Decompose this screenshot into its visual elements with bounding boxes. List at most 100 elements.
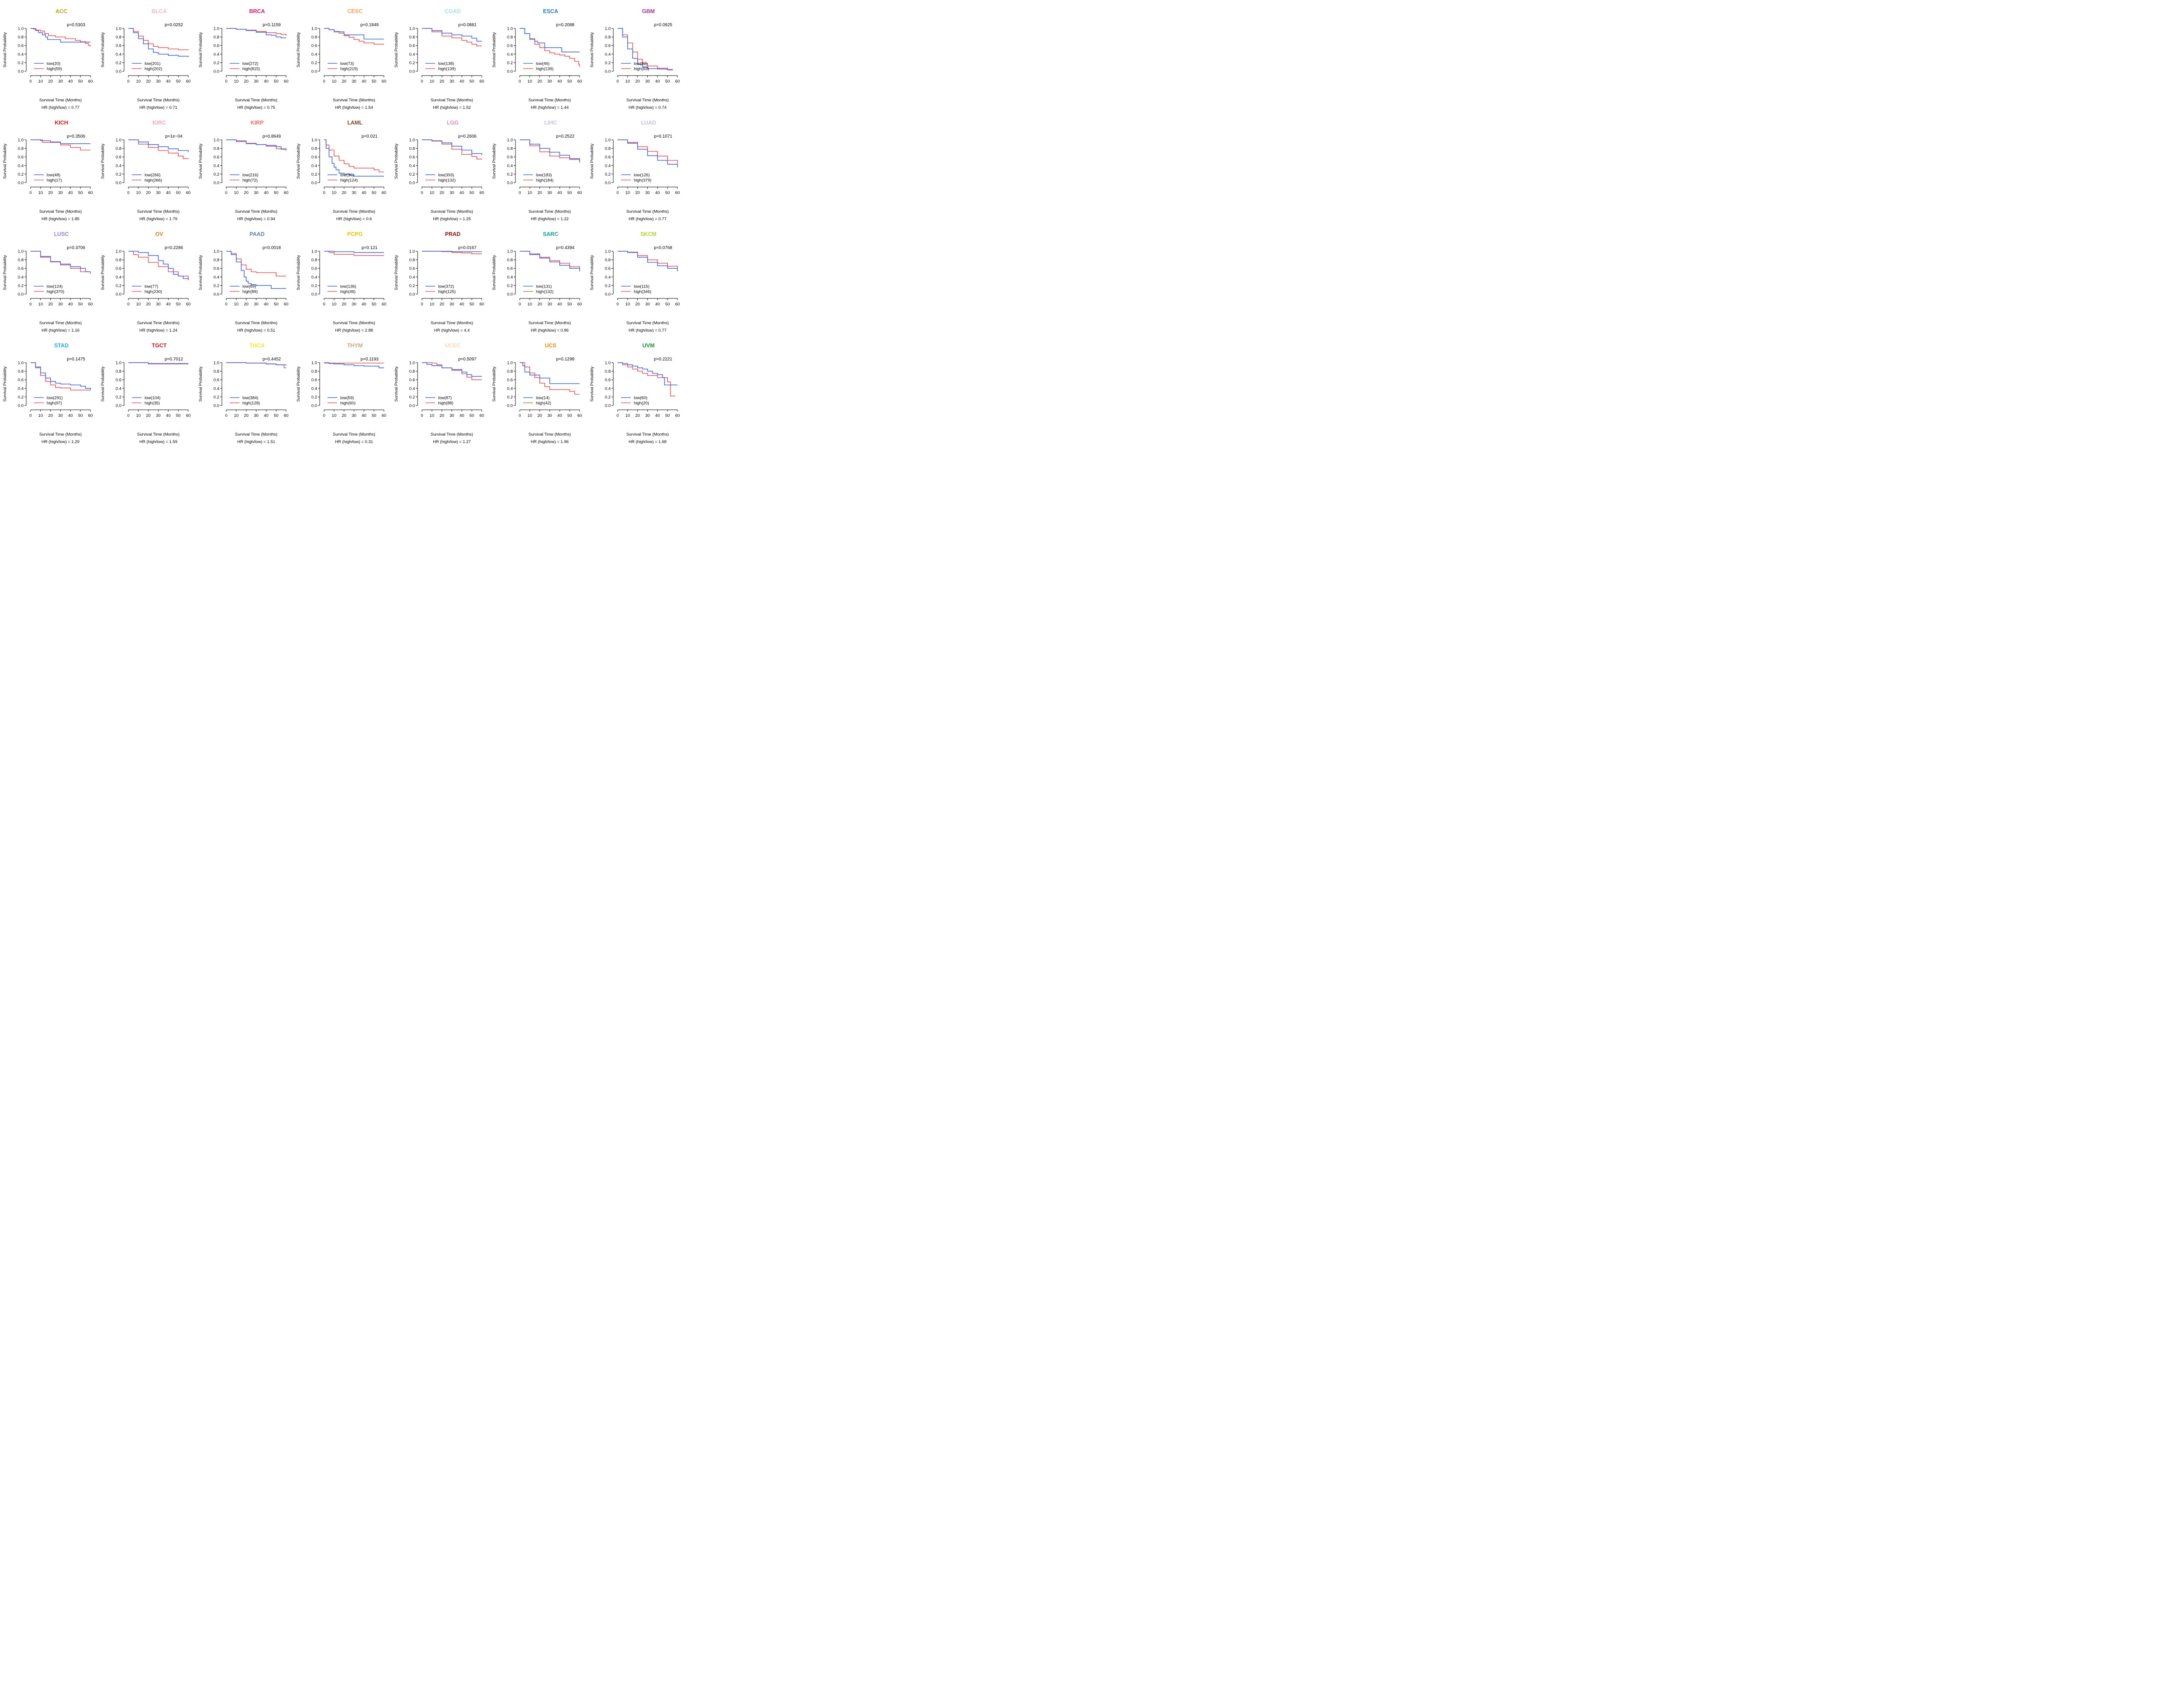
y-tick-label: 0.8 xyxy=(507,35,513,40)
x-tick-label: 20 xyxy=(537,190,542,195)
x-tick-label: 50 xyxy=(567,79,572,84)
x-axis-label: Survival Time (Months) xyxy=(235,432,277,437)
x-tick-label: 60 xyxy=(577,302,582,307)
x-tick-label: 10 xyxy=(332,190,337,195)
p-value-label: p=0.021 xyxy=(362,134,378,139)
km-panel-luad: LUAD p=0.1071 0.0 0.2 0.4 0.6 0.8 1.0 0 10 20 30 40 5… xyxy=(590,120,680,222)
x-tick-label: 50 xyxy=(470,79,474,84)
y-tick-label: 0.6 xyxy=(311,44,317,48)
panel-title: LAML xyxy=(347,120,363,126)
y-tick-label: 0.6 xyxy=(116,44,121,48)
y-tick-label: 0.2 xyxy=(507,172,513,177)
km-panel-thca: THCA p=0.4452 0.0 0.2 0.4 0.6 0.8 1.0 0 10 20 30 40 5… xyxy=(198,343,288,444)
x-tick-label: 40 xyxy=(264,302,269,307)
x-tick-label: 50 xyxy=(567,302,572,307)
y-tick-label: 0.8 xyxy=(116,369,121,374)
y-tick-label: 0.0 xyxy=(605,292,611,297)
y-tick-label: 0.8 xyxy=(214,369,219,374)
y-tick-label: 0.2 xyxy=(605,284,611,288)
x-axis-label: Survival Time (Months) xyxy=(39,209,82,214)
survival-curve-low xyxy=(31,139,90,144)
x-tick-label: 60 xyxy=(577,190,582,195)
y-tick-label: 1.0 xyxy=(311,249,317,254)
km-panel-sarc: SARC p=0.4394 0.0 0.2 0.4 0.6 0.8 1.0 0 10 20 30 40 5… xyxy=(492,231,582,333)
x-tick-label: 10 xyxy=(528,302,532,307)
x-tick-label: 40 xyxy=(655,413,660,418)
x-tick-label: 0 xyxy=(29,79,31,84)
y-tick-label: 0.0 xyxy=(214,181,219,186)
y-tick-label: 0.4 xyxy=(311,275,317,280)
y-tick-label: 0.0 xyxy=(116,404,121,409)
y-tick-label: 0.4 xyxy=(18,52,24,57)
y-tick-label: 0.4 xyxy=(605,275,611,280)
panel-title: PAAD xyxy=(249,231,265,237)
x-tick-label: 10 xyxy=(38,190,43,195)
x-tick-label: 60 xyxy=(186,302,191,307)
legend-label-low: low(216) xyxy=(242,173,258,178)
x-tick-label: 0 xyxy=(421,79,423,84)
y-tick-label: 1.0 xyxy=(18,361,24,366)
y-tick-label: 0.6 xyxy=(507,44,513,48)
survival-curve-low xyxy=(422,28,482,42)
km-panel-uvm: UVM p=0.2221 0.0 0.2 0.4 0.6 0.8 1.0 0 10 20 30 40 50… xyxy=(590,343,680,444)
y-tick-label: 0.2 xyxy=(214,284,219,288)
km-panel-prad: PRAD p=0.0167 0.0 0.2 0.4 0.6 0.8 1.0 0 10 20 30 40 5… xyxy=(394,231,484,333)
x-tick-label: 30 xyxy=(352,413,356,418)
y-tick-label: 0.4 xyxy=(507,275,513,280)
km-panel-laml: LAML p=0.021 0.0 0.2 0.4 0.6 0.8 1.0 0 10 20 30 40 50… xyxy=(296,120,386,222)
x-tick-label: 30 xyxy=(58,79,63,84)
x-tick-label: 40 xyxy=(460,302,464,307)
y-axis-label: Survival Probability xyxy=(394,143,399,179)
y-tick-label: 1.0 xyxy=(409,27,415,31)
x-tick-label: 10 xyxy=(234,413,239,418)
x-tick-label: 40 xyxy=(166,79,171,84)
x-tick-label: 40 xyxy=(460,413,464,418)
p-value-label: p=0.1193 xyxy=(360,357,379,362)
x-axis-label: Survival Time (Months) xyxy=(333,432,375,437)
legend-label-low: low(77) xyxy=(145,284,158,289)
x-tick-label: 10 xyxy=(234,302,239,307)
y-tick-label: 0.8 xyxy=(18,35,24,40)
x-tick-label: 30 xyxy=(352,79,356,84)
x-tick-label: 50 xyxy=(372,79,377,84)
y-tick-label: 0.0 xyxy=(18,181,24,186)
legend-label-high: high(202) xyxy=(145,67,162,72)
x-tick-label: 30 xyxy=(254,79,259,84)
x-tick-label: 60 xyxy=(284,79,289,84)
x-tick-label: 0 xyxy=(518,302,521,307)
legend-label-low: low(138) xyxy=(438,62,454,66)
survival-curve-high xyxy=(324,139,384,173)
legend-label-high: high(124) xyxy=(340,178,358,183)
legend-label-low: low(384) xyxy=(242,396,258,401)
y-axis-label: Survival Probability xyxy=(198,255,203,290)
y-tick-label: 0.4 xyxy=(311,52,317,57)
y-tick-label: 1.0 xyxy=(116,138,121,143)
x-tick-label: 0 xyxy=(29,413,31,418)
y-tick-label: 0.8 xyxy=(311,369,317,374)
y-tick-label: 1.0 xyxy=(214,361,219,366)
legend-label-high: high(815) xyxy=(242,67,260,72)
survival-curve-high xyxy=(128,28,189,50)
x-tick-label: 30 xyxy=(547,79,552,84)
y-tick-label: 0.6 xyxy=(311,155,317,160)
x-tick-label: 20 xyxy=(439,302,444,307)
x-tick-label: 20 xyxy=(146,413,151,418)
x-tick-label: 20 xyxy=(342,302,346,307)
x-axis-label: Survival Time (Months) xyxy=(431,321,473,326)
y-tick-label: 1.0 xyxy=(116,249,121,254)
x-tick-label: 50 xyxy=(470,190,474,195)
x-tick-label: 40 xyxy=(557,79,562,84)
x-tick-label: 60 xyxy=(186,190,191,195)
x-tick-label: 30 xyxy=(645,413,650,418)
legend-label-low: low(131) xyxy=(536,284,552,289)
hazard-ratio-label: HR (high/low) = 1.79 xyxy=(139,217,177,222)
survival-curve-low xyxy=(422,139,482,156)
legend-label-low: low(46) xyxy=(536,62,549,66)
y-tick-label: 0.8 xyxy=(116,35,121,40)
x-tick-label: 30 xyxy=(254,302,259,307)
y-tick-label: 0.4 xyxy=(214,275,219,280)
hazard-ratio-label: HR (high/low) = 2.88 xyxy=(335,328,373,333)
panel-title: SARC xyxy=(543,231,558,237)
x-tick-label: 0 xyxy=(225,190,227,195)
legend-label-low: low(393) xyxy=(438,173,454,178)
